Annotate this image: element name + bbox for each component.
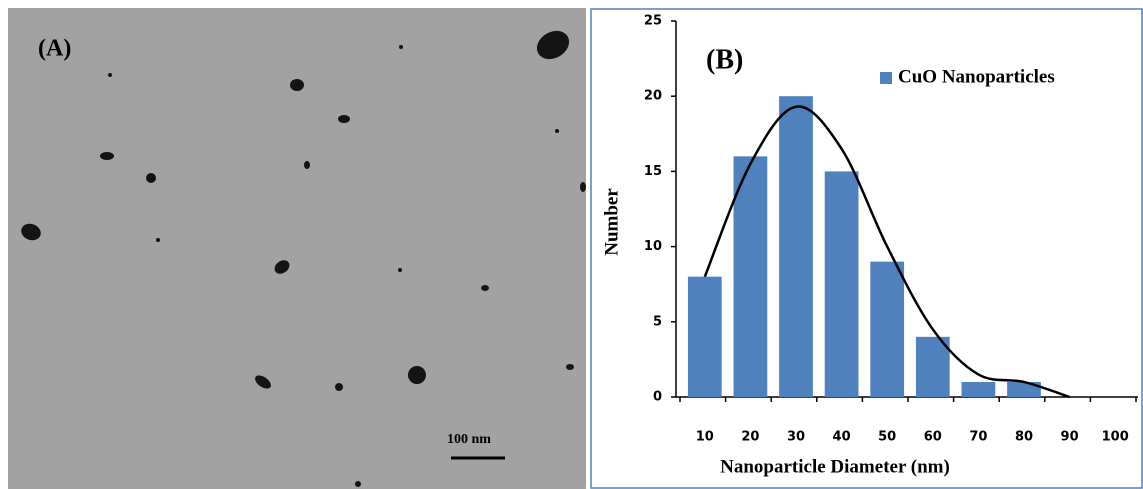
x-tick-label: 10: [696, 430, 714, 445]
x-tick-label: 80: [1015, 430, 1033, 445]
y-tick-label: 10: [644, 239, 662, 254]
bar: [824, 171, 859, 397]
chart-frame: [590, 8, 1143, 489]
bar: [961, 381, 996, 397]
y-tick-label: 5: [653, 314, 662, 329]
scale-bar-label: 100 nm: [447, 432, 491, 447]
bar: [870, 261, 905, 397]
x-tick-label: 40: [833, 430, 851, 445]
y-tick-label: 15: [644, 164, 662, 179]
bar: [779, 96, 813, 397]
legend-swatch: [880, 72, 892, 84]
legend-label: CuO Nanoparticles: [898, 66, 1055, 87]
x-tick-label: 20: [741, 430, 759, 445]
y-tick-label: 0: [653, 390, 662, 405]
y-axis-title: Number: [601, 188, 622, 256]
micrograph: (A) 100 nm: [8, 8, 586, 489]
y-tick-label: 20: [644, 89, 662, 104]
y-tick-label: 25: [644, 14, 662, 29]
annotation: (B): [706, 44, 743, 75]
x-tick-label: 90: [1061, 430, 1079, 445]
x-tick-label: 70: [969, 430, 987, 445]
x-tick-label: 100: [1102, 430, 1129, 445]
bar: [1007, 381, 1041, 397]
panel-label: (A): [38, 36, 71, 62]
bar: [733, 156, 768, 397]
x-tick-label: 60: [924, 430, 942, 445]
x-axis-title: Nanoparticle Diameter (nm): [720, 456, 950, 477]
x-tick-label: 30: [787, 430, 805, 445]
bar: [915, 336, 950, 397]
fit-curve: [703, 105, 1070, 399]
x-tick-label: 50: [878, 430, 896, 445]
bar: [687, 276, 722, 397]
particles: [21, 30, 586, 487]
